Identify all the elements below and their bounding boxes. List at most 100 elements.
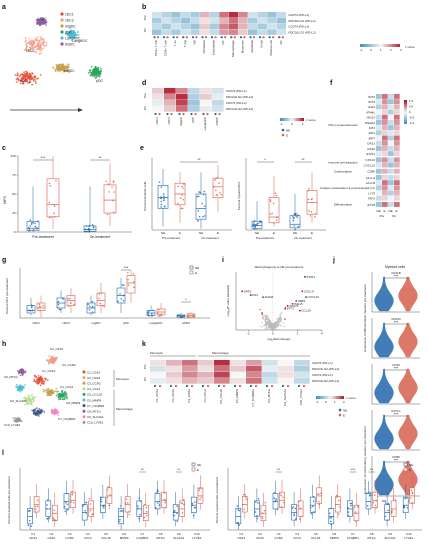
heat-b-dot-ne bbox=[182, 36, 185, 39]
g-cDC2-e-point bbox=[69, 297, 71, 300]
umap-point bbox=[31, 50, 33, 53]
heat-cell bbox=[150, 372, 166, 378]
volcano-highlight bbox=[295, 300, 298, 302]
cat-label-1: C10 bbox=[406, 532, 412, 536]
heat-k-dot-ne bbox=[153, 384, 157, 388]
e2-pre-e-point bbox=[274, 192, 277, 195]
heat-b-col: Monocyte bbox=[240, 40, 244, 53]
umap-point bbox=[87, 72, 90, 74]
umap-myeloid-point bbox=[31, 397, 33, 399]
umap-point bbox=[28, 73, 31, 76]
legend-label-cDC2: cDC2 bbox=[65, 19, 74, 23]
l-4-ne-point bbox=[312, 511, 315, 513]
heat-f-cell bbox=[376, 109, 382, 115]
heat-b-row-pre: Pre bbox=[143, 15, 147, 20]
heat-f-colorbar-seg bbox=[404, 104, 407, 106]
heat-f-cell bbox=[376, 151, 382, 157]
umap-point bbox=[69, 31, 72, 34]
umap-point bbox=[66, 32, 69, 35]
c-pre-ne-point bbox=[32, 228, 35, 231]
umap-myeloid-point bbox=[24, 384, 26, 386]
sig-label: ** bbox=[370, 467, 374, 472]
heat-f-colorbar-seg bbox=[404, 122, 407, 124]
l-1-ne-point bbox=[257, 502, 259, 504]
umap-point bbox=[34, 51, 37, 54]
sig-label: ** bbox=[301, 157, 305, 162]
e1-on-ne-point bbox=[197, 220, 199, 222]
g-ASDC-ne-point bbox=[183, 314, 185, 317]
heat-cell bbox=[180, 17, 191, 24]
legend-dot-cDC2 bbox=[60, 18, 64, 22]
umap-myeloid-point bbox=[38, 380, 40, 383]
e1-on-ne-point bbox=[202, 193, 205, 196]
heat-cell bbox=[276, 23, 287, 30]
g-LangHDC-ne-point bbox=[151, 314, 154, 317]
c-on-ne-point bbox=[88, 228, 91, 230]
heat-f-cell bbox=[382, 125, 388, 131]
heat-cell bbox=[278, 372, 294, 378]
violin-e bbox=[398, 276, 418, 312]
volcano-point bbox=[273, 328, 275, 331]
heat-b-col: CD8+ T cell bbox=[164, 40, 168, 56]
e1-pre-ne-point bbox=[160, 200, 163, 203]
umap-myeloid-point bbox=[37, 415, 40, 417]
legend-label: C1_CD14 bbox=[87, 370, 101, 374]
umap-myeloid-point bbox=[32, 400, 35, 403]
heat-f-cell bbox=[388, 109, 394, 115]
volcano-gene-label: CCL18 bbox=[301, 309, 311, 313]
umap-point bbox=[93, 68, 96, 71]
heat-cell bbox=[214, 360, 230, 366]
l-9-e-point bbox=[411, 491, 414, 494]
umap-point bbox=[97, 73, 100, 75]
l-5-ne-point bbox=[120, 510, 123, 512]
heat-b-gene: CD274 (PD-L1) bbox=[288, 13, 309, 17]
e2-on-ne-point bbox=[297, 225, 299, 228]
g-cDC2-ne-point bbox=[62, 298, 64, 300]
heat-k-col: C8_MT1G bbox=[267, 388, 271, 403]
e1-pre-e-point bbox=[181, 185, 183, 188]
l-2-ne-point bbox=[66, 503, 69, 506]
l-9-ne-point bbox=[194, 506, 197, 509]
legend-dot bbox=[82, 392, 86, 396]
umap-point bbox=[30, 42, 32, 45]
umap-point bbox=[21, 75, 24, 78]
l-8-e-point bbox=[183, 503, 185, 506]
l-0-ne-point bbox=[237, 508, 240, 511]
heat-d-colorbar-seg bbox=[300, 118, 302, 121]
umap-point bbox=[25, 79, 27, 81]
g-pDC-ne-point bbox=[122, 299, 125, 302]
umap-point bbox=[28, 42, 31, 44]
heat-f-cell bbox=[376, 190, 382, 196]
heat-d-dot-ne bbox=[202, 112, 205, 116]
heat-d-colorbar-seg bbox=[282, 118, 284, 121]
heat-f-gene: OAS2 bbox=[367, 147, 375, 151]
heat-cell bbox=[152, 12, 162, 18]
umap-myeloid-point bbox=[21, 389, 23, 392]
umap-myeloid-point bbox=[63, 391, 66, 394]
umap-point bbox=[73, 31, 76, 34]
umap-point bbox=[39, 17, 42, 20]
g-cDC1-ne-box bbox=[26, 305, 36, 314]
umap-myeloid-point bbox=[42, 388, 45, 391]
heat-b-dot-e bbox=[281, 36, 284, 39]
heat-k-colorbar-seg bbox=[322, 396, 324, 399]
umap-myeloid-point bbox=[51, 409, 53, 411]
umap-myeloid-point bbox=[52, 362, 55, 364]
e2-on-e-point bbox=[307, 189, 310, 192]
heat-f-cell bbox=[376, 185, 382, 191]
volcano-gene-label: CD274 bbox=[289, 304, 299, 308]
sig-label: ** bbox=[177, 467, 181, 472]
umap-point bbox=[42, 38, 45, 40]
heat-cell bbox=[257, 17, 267, 24]
e2-on-ne-point bbox=[296, 216, 299, 219]
myeloid-pre-boxplot: Percent myeloid cells pre-treatmentC1CD1… bbox=[7, 462, 210, 540]
volcano-point bbox=[282, 322, 284, 324]
heat-f-col: E bbox=[395, 209, 397, 213]
l-0-e-point bbox=[34, 505, 37, 508]
volcano-point bbox=[284, 318, 286, 321]
heat-k-colorbar-seg bbox=[338, 396, 340, 399]
e2-pre-ne-point bbox=[256, 222, 259, 225]
heat-b-colorbar-seg bbox=[374, 44, 376, 47]
heat-k-scale-label: z score bbox=[346, 396, 356, 400]
l-5-e-point bbox=[128, 513, 131, 516]
